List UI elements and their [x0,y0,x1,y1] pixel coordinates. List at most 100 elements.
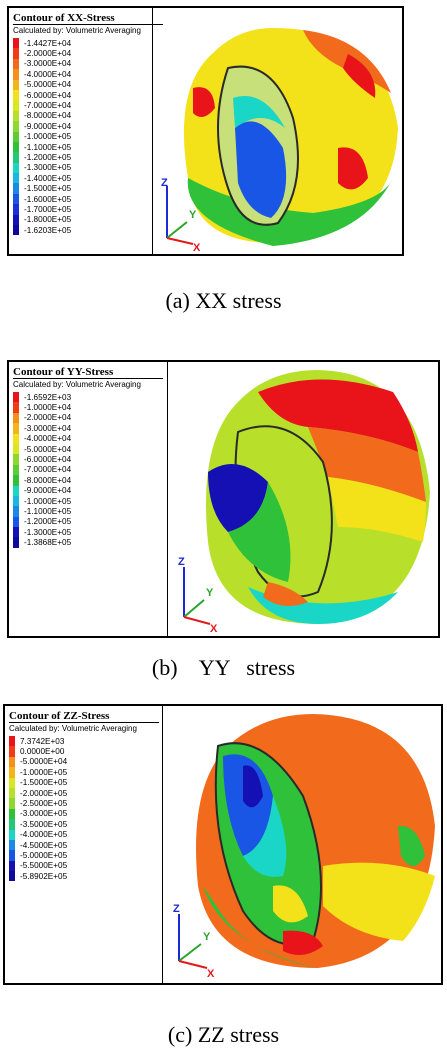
legend-value: -2.0000E+04 [24,413,72,423]
legend-row: -3.0000E+04 [13,423,163,434]
right-red-spot [338,147,368,190]
legend-value: -1.1000E+05 [24,142,72,152]
legend-rows: 7.3742E+03 0.0000E+00 -5.0000E+04 -1.0000E+… [9,736,159,882]
legend-swatch [13,162,19,174]
axis-triad: Z Y X [173,903,215,980]
legend-value: -7.0000E+04 [24,465,72,475]
yy-stress-panel: Contour of YY-Stress Calculated by: Volu… [7,360,440,638]
legend-value: -1.5000E+05 [20,778,68,788]
legend-swatch [13,464,19,476]
axis-y-label: Y [189,209,197,221]
legend-row: -1.3000E+05 [13,527,163,538]
legend-row: -4.5000E+05 [9,839,159,851]
legend-row: -1.6592E+03 [13,392,163,403]
legend-value: -4.0000E+04 [24,69,72,79]
legend-value: -1.0000E+05 [24,132,72,142]
legend-swatch [9,871,15,882]
legend-row: -1.1000E+05 [13,506,163,517]
red-spot [343,54,376,98]
legend-value: -3.0000E+04 [24,423,72,433]
legend-row: -2.0000E+04 [13,48,163,59]
legend-value: -1.3868E+05 [24,538,72,548]
legend-row: -6.0000E+04 [13,454,163,465]
legend-row: -1.0000E+04 [13,402,163,413]
legend-row: -4.0000E+04 [13,433,163,444]
legend-value: -3.0000E+04 [24,59,72,69]
legend-swatch [13,152,19,163]
legend-row: -3.0000E+04 [13,58,163,70]
inner-blue-region [235,121,287,218]
legend-rows: -1.6592E+03 -1.0000E+04 -2.0000E+04 -3.0000… [13,392,163,548]
legend-value: -4.5000E+05 [20,840,68,850]
legend-value: -1.0000E+05 [20,767,68,777]
legend-value: -1.0000E+05 [24,496,72,506]
legend-value: -9.0000E+04 [24,486,72,496]
legend-swatch [13,495,19,507]
legend-row: -1.1000E+05 [13,141,163,153]
yellow-band [328,477,426,542]
axis-z-label: Z [173,903,180,915]
legend-swatch [13,38,19,49]
legend-swatch [9,787,15,799]
legend-swatch [9,819,15,830]
zz-stress-cylinder: Z Y X [173,714,435,980]
legend-value: -1.3000E+05 [24,527,72,537]
legend-row: -1.0000E+05 [13,495,163,507]
legend-value: -2.5000E+05 [20,799,68,809]
legend-row: -1.0000E+05 [9,767,159,778]
xx-stress-legend: Contour of XX-Stress Calculated by: Volu… [13,12,163,236]
legend-subtitle: Calculated by: Volumetric Averaging [13,378,163,390]
axis-z-label: Z [161,177,168,189]
legend-value: -1.7000E+05 [24,204,72,214]
legend-row: -5.5000E+05 [9,860,159,872]
legend-value: -6.0000E+04 [24,90,72,100]
legend-swatch [13,412,19,424]
legend-swatch [13,402,19,413]
legend-row: -1.0000E+05 [13,131,163,142]
legend-row: -7.0000E+04 [13,464,163,476]
legend-row: -1.7000E+05 [13,204,163,215]
legend-title: Contour of XX-Stress [13,12,115,24]
legend-row: -1.2000E+05 [13,516,163,528]
legend-row: -1.6000E+05 [13,193,163,205]
axis-y-label: Y [206,587,214,599]
legend-row: -5.0000E+04 [13,443,163,455]
legend-row: -3.0000E+05 [9,808,159,820]
legend-swatch [13,527,19,538]
legend-swatch [13,454,19,465]
legend-swatch [13,69,19,80]
legend-row: -1.6203E+05 [13,225,163,236]
legend-swatch [13,506,19,517]
legend-value: -1.6203E+05 [24,225,72,235]
legend-swatch [9,808,15,820]
legend-swatch [9,798,15,809]
legend-swatch [13,433,19,444]
legend-row: -1.4427E+04 [13,38,163,49]
legend-row: -5.0000E+04 [13,79,163,90]
legend-value: -1.6592E+03 [24,392,72,402]
legend-swatch [13,110,19,122]
legend-swatch [13,193,19,205]
legend-value: -5.0000E+04 [24,444,72,454]
legend-swatch [13,48,19,59]
orange-band [308,427,426,502]
legend-value: -8.0000E+04 [24,111,72,121]
xx-stress-panel: Contour of XX-Stress Calculated by: Volu… [7,6,404,256]
legend-swatch [13,58,19,70]
inner-navy-spot [243,765,263,808]
right-green-spot [398,825,425,866]
legend-subtitle: Calculated by: Volumetric Averaging [9,722,159,734]
legend-swatch [13,141,19,153]
yy-stress-legend: Contour of YY-Stress Calculated by: Volu… [13,366,163,548]
legend-row: -1.3000E+05 [13,162,163,174]
legend-value: -1.2000E+05 [24,152,72,162]
yy-stress-cylinder: Z Y X [178,370,430,635]
legend-value: -2.0000E+05 [20,788,68,798]
legend-swatch [13,392,19,403]
panel-divider [162,706,163,983]
legend-value: -5.0000E+05 [20,850,68,860]
legend-swatch [13,516,19,528]
legend-swatch [13,537,19,548]
zz-stress-panel: Contour of ZZ-Stress Calculated by: Volu… [3,704,443,985]
panel-divider [152,8,153,254]
